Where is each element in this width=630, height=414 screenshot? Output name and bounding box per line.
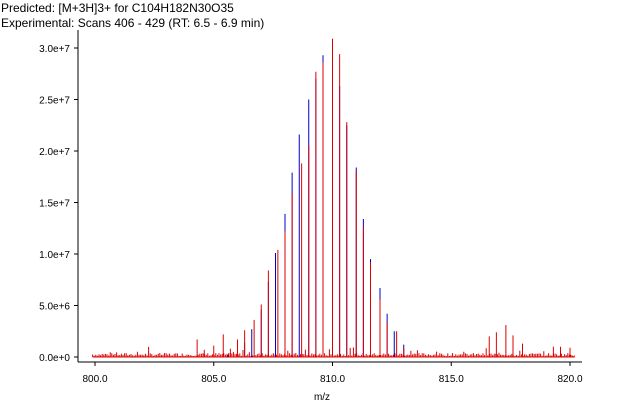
y-tick-label: 2.5e+7 [39, 96, 70, 107]
y-tick-label: 2.0e+7 [39, 147, 70, 158]
x-tick-label: 805.0 [201, 374, 226, 385]
x-tick-label: 810.0 [320, 374, 345, 385]
x-tick-label: 820.0 [557, 374, 582, 385]
legend-predicted: Predicted: [M+3H]3+ for C104H182N30O35 [1, 1, 234, 15]
experimental-noise-path [92, 346, 575, 357]
y-tick-label: 5.0e+6 [39, 302, 70, 313]
y-tick-label: 1.0e+7 [39, 250, 70, 261]
y-tick-label: 1.5e+7 [39, 199, 70, 210]
y-tick-label: 0.0e+0 [39, 353, 70, 364]
y-axis-ticks: 0.0e+0 5.0e+6 1.0e+7 1.5e+7 2.0e+7 2.5e+7 3.0e… [39, 44, 78, 364]
y-tick-label: 3.0e+7 [39, 44, 70, 55]
legend-experimental: Experimental: Scans 406 - 429 (RT: 6.5 -… [1, 16, 265, 30]
spectrum-traces [92, 38, 575, 358]
experimental-baseline-noise [92, 346, 575, 358]
experimental-series [196, 38, 571, 357]
x-axis-ticks: 800.0 805.0 810.0 815.0 820.0 [82, 362, 583, 385]
x-tick-label: 815.0 [439, 374, 464, 385]
x-tick-label: 800.0 [82, 374, 107, 385]
chart-axes [77, 30, 582, 363]
x-axis-label: m/z [314, 392, 330, 403]
